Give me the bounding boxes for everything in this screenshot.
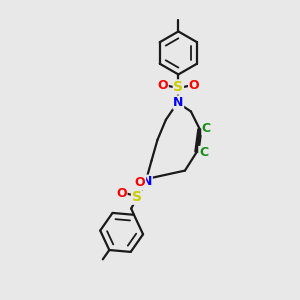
Text: N: N [142, 175, 152, 188]
Text: O: O [116, 187, 127, 200]
Text: O: O [189, 79, 199, 92]
Text: S: S [132, 190, 142, 204]
Text: C: C [199, 146, 208, 160]
Text: O: O [158, 79, 168, 92]
Text: N: N [173, 96, 184, 109]
Text: O: O [135, 176, 146, 189]
Text: C: C [202, 122, 211, 135]
Text: S: S [173, 80, 183, 94]
